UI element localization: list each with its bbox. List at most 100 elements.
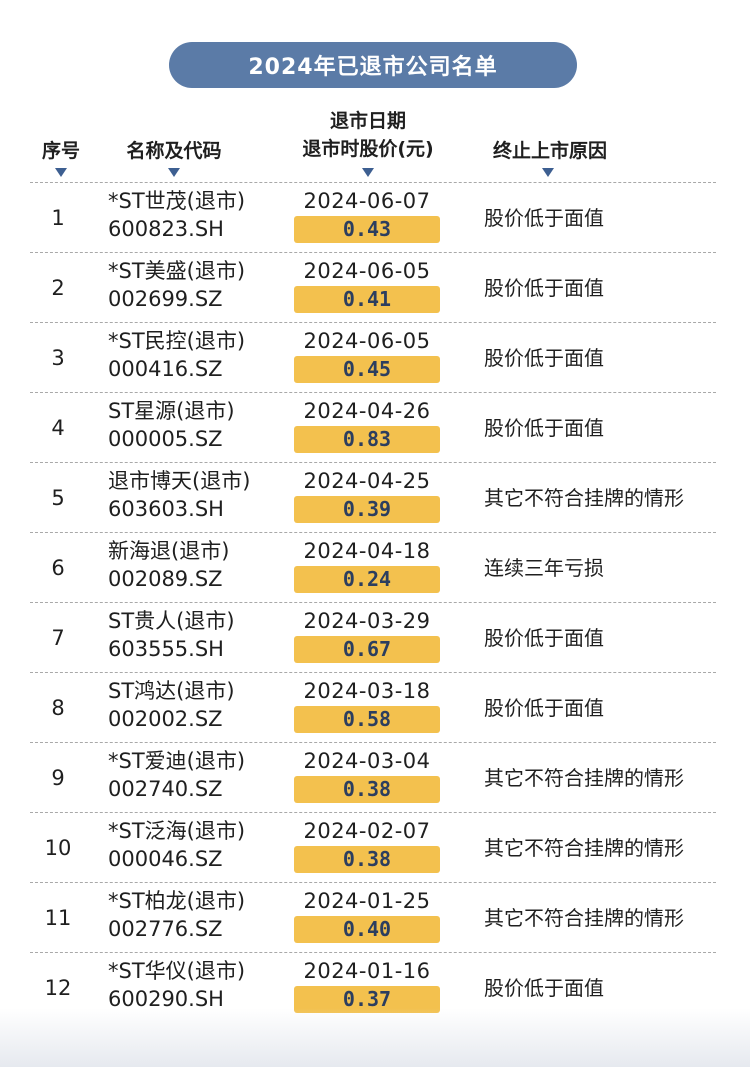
delist-price-badge: 0.24 <box>294 566 440 593</box>
delist-date: 2024-03-18 <box>303 679 431 703</box>
table-row: 4 ST星源(退市) 000005.SZ 2024-04-26 0.83 股价低于… <box>30 392 716 462</box>
delist-date: 2024-01-25 <box>303 889 431 913</box>
delist-date: 2024-06-05 <box>303 329 431 353</box>
delist-date: 2024-03-29 <box>303 609 431 633</box>
row-name-code: *ST华仪(退市) 600290.SH <box>108 957 245 1013</box>
row-seq: 2 <box>51 276 65 300</box>
delist-price-badge: 0.58 <box>294 706 440 733</box>
table-row: 12 *ST华仪(退市) 600290.SH 2024-01-16 0.37 股价… <box>30 952 716 1022</box>
table-row: 7 ST贵人(退市) 603555.SH 2024-03-29 0.67 股价低于… <box>30 602 716 672</box>
table-row: 9 *ST爱迪(退市) 002740.SZ 2024-03-04 0.38 其它不… <box>30 742 716 812</box>
table-row: 8 ST鸿达(退市) 002002.SZ 2024-03-18 0.58 股价低于… <box>30 672 716 742</box>
header-date-price: 退市日期 退市时股价(元) <box>286 107 450 163</box>
delist-reason: 股价低于面值 <box>484 976 604 1000</box>
header-date-line1: 退市日期 <box>329 110 406 132</box>
row-seq: 8 <box>51 696 65 720</box>
stock-code: 002740.SZ <box>108 777 223 801</box>
stock-code: 002699.SZ <box>108 287 223 311</box>
header-reason: 终止上市原因 <box>492 140 607 162</box>
row-seq: 3 <box>51 346 65 370</box>
table-row: 3 *ST民控(退市) 000416.SZ 2024-06-05 0.45 股价低… <box>30 322 716 392</box>
row-seq: 1 <box>51 206 65 230</box>
stock-code: 000005.SZ <box>108 427 223 451</box>
company-name: *ST民控(退市) <box>108 329 246 353</box>
delist-reason: 其它不符合挂牌的情形 <box>484 486 684 510</box>
delist-reason: 其它不符合挂牌的情形 <box>484 836 684 860</box>
delisted-company-table: 1 *ST世茂(退市) 600823.SH 2024-06-07 0.43 股价低… <box>30 182 716 1022</box>
table-row: 10 *ST泛海(退市) 000046.SZ 2024-02-07 0.38 其它… <box>30 812 716 882</box>
delist-price-badge: 0.39 <box>294 496 440 523</box>
row-seq: 12 <box>44 976 72 1000</box>
row-name-code: *ST美盛(退市) 002699.SZ <box>108 257 245 313</box>
company-name: ST贵人(退市) <box>108 609 235 633</box>
row-seq: 9 <box>51 766 65 790</box>
stock-code: 000046.SZ <box>108 847 223 871</box>
delist-price-badge: 0.38 <box>294 846 440 873</box>
delist-price-badge: 0.67 <box>294 636 440 663</box>
row-name-code: 退市博天(退市) 603603.SH <box>108 467 250 523</box>
stock-code: 603603.SH <box>108 497 224 521</box>
company-name: *ST华仪(退市) <box>108 959 246 983</box>
delist-reason: 股价低于面值 <box>484 346 604 370</box>
header-seq: 序号 <box>41 140 80 162</box>
company-name: ST鸿达(退市) <box>108 679 235 703</box>
sort-down-arrow-icon <box>55 168 67 177</box>
company-name: *ST柏龙(退市) <box>108 889 246 913</box>
row-name-code: *ST世茂(退市) 600823.SH <box>108 187 245 243</box>
delist-reason: 股价低于面值 <box>484 626 604 650</box>
company-name: *ST美盛(退市) <box>108 259 246 283</box>
row-name-code: ST星源(退市) 000005.SZ <box>108 397 235 453</box>
row-seq: 5 <box>51 486 65 510</box>
stock-code: 603555.SH <box>108 637 224 661</box>
company-name: *ST爱迪(退市) <box>108 749 246 773</box>
header-name-code: 名称及代码 <box>126 140 222 162</box>
delist-reason: 股价低于面值 <box>484 416 604 440</box>
row-seq: 10 <box>44 836 72 860</box>
company-name: *ST世茂(退市) <box>108 189 246 213</box>
stock-code: 002776.SZ <box>108 917 223 941</box>
table-row: 5 退市博天(退市) 603603.SH 2024-04-25 0.39 其它不符… <box>30 462 716 532</box>
company-name: ST星源(退市) <box>108 399 235 423</box>
company-name: 退市博天(退市) <box>108 469 251 493</box>
delist-reason: 连续三年亏损 <box>484 556 604 580</box>
sort-down-arrow-icon <box>168 168 180 177</box>
sort-down-arrow-icon <box>362 168 374 177</box>
company-name: 新海退(退市) <box>108 539 230 563</box>
delist-price-badge: 0.41 <box>294 286 440 313</box>
delist-date: 2024-06-05 <box>303 259 431 283</box>
row-name-code: *ST泛海(退市) 000046.SZ <box>108 817 245 873</box>
company-name: *ST泛海(退市) <box>108 819 246 843</box>
row-name-code: *ST柏龙(退市) 002776.SZ <box>108 887 245 943</box>
delist-date: 2024-03-04 <box>303 749 431 773</box>
delist-price-badge: 0.45 <box>294 356 440 383</box>
table-row: 2 *ST美盛(退市) 002699.SZ 2024-06-05 0.41 股价低… <box>30 252 716 322</box>
row-seq: 6 <box>51 556 65 580</box>
delist-reason: 股价低于面值 <box>484 276 604 300</box>
delist-reason: 其它不符合挂牌的情形 <box>484 766 684 790</box>
stock-code: 002002.SZ <box>108 707 223 731</box>
delist-price-badge: 0.40 <box>294 916 440 943</box>
delist-price-badge: 0.38 <box>294 776 440 803</box>
stock-code: 600290.SH <box>108 987 224 1011</box>
delist-reason: 其它不符合挂牌的情形 <box>484 906 684 930</box>
row-seq: 11 <box>44 906 72 930</box>
stock-code: 002089.SZ <box>108 567 223 591</box>
footer-fade <box>0 1008 750 1067</box>
delist-date: 2024-01-16 <box>303 959 431 983</box>
table-row: 6 新海退(退市) 002089.SZ 2024-04-18 0.24 连续三年亏… <box>30 532 716 602</box>
row-name-code: 新海退(退市) 002089.SZ <box>108 537 229 593</box>
delist-price-badge: 0.43 <box>294 216 440 243</box>
row-name-code: ST鸿达(退市) 002002.SZ <box>108 677 235 733</box>
row-seq: 7 <box>51 626 65 650</box>
row-name-code: ST贵人(退市) 603555.SH <box>108 607 235 663</box>
delist-date: 2024-02-07 <box>303 819 431 843</box>
delist-date: 2024-04-18 <box>303 539 431 563</box>
delist-date: 2024-04-26 <box>303 399 431 423</box>
delist-reason: 股价低于面值 <box>484 206 604 230</box>
delist-date: 2024-06-07 <box>303 189 431 213</box>
sort-down-arrow-icon <box>542 168 554 177</box>
stock-code: 600823.SH <box>108 217 224 241</box>
row-seq: 4 <box>51 416 65 440</box>
stock-code: 000416.SZ <box>108 357 223 381</box>
row-name-code: *ST爱迪(退市) 002740.SZ <box>108 747 245 803</box>
